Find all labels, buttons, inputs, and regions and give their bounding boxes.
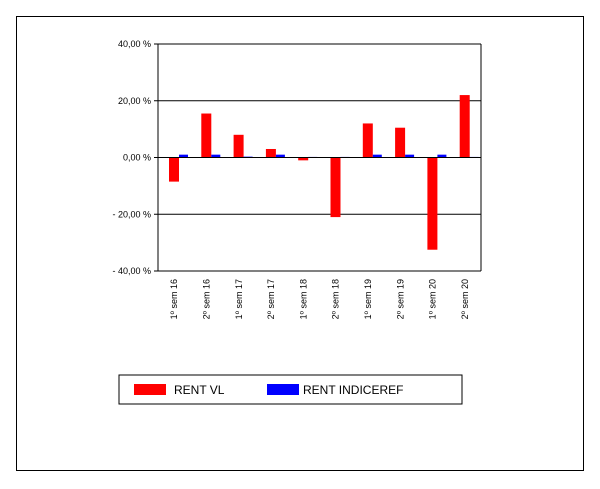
bars — [169, 95, 479, 250]
x-tick-label: 1º sem 16 — [169, 279, 179, 319]
x-tick-label: 2º sem 17 — [266, 279, 276, 319]
x-tick-label: 1º sem 20 — [428, 279, 438, 319]
legend-swatch — [267, 384, 299, 395]
bar-rent-indiceref — [275, 154, 285, 158]
y-tick-label: - 20,00 % — [112, 209, 151, 219]
legend-swatch — [134, 384, 166, 395]
x-tick-label: 1º sem 18 — [298, 279, 308, 319]
y-tick-label: 0,00 % — [123, 153, 151, 163]
legend: RENT VL RENT INDICEREF — [118, 374, 463, 405]
bar-rent-vl — [201, 113, 212, 158]
x-tick-label: 1º sem 17 — [234, 279, 244, 319]
bar-rent-vl — [265, 148, 276, 158]
bar-rent-indiceref — [211, 154, 221, 158]
x-tick-label: 2º sem 19 — [395, 279, 405, 319]
y-axis-ticks: 40,00 % 20,00 % 0,00 % - 20,00 % - 40,00 % — [112, 39, 158, 276]
bar-rent-vl — [459, 95, 470, 158]
bar-rent-vl — [169, 157, 179, 182]
y-tick-label: - 40,00 % — [112, 266, 151, 276]
bar-rent-vl — [330, 157, 341, 218]
bar-chart: 40,00 % 20,00 % 0,00 % - 20,00 % - 40,00 % 1… — [112, 39, 482, 405]
legend-label: RENT INDICEREF — [303, 383, 403, 397]
x-tick-label: 2º sem 16 — [201, 279, 211, 319]
bar-rent-vl — [427, 157, 438, 250]
bar-rent-indiceref — [437, 154, 447, 158]
bar-rent-vl — [362, 123, 373, 158]
bar-rent-indiceref — [179, 154, 188, 158]
x-tick-label: 1º sem 19 — [363, 279, 373, 319]
bar-rent-indiceref — [405, 154, 415, 158]
x-axis-labels: 1º sem 16 2º sem 16 1º sem 17 2º sem 17 1º s… — [169, 279, 470, 319]
axes — [157, 44, 482, 271]
x-tick-label: 2º sem 18 — [331, 279, 341, 319]
y-tick-label: 20,00 % — [118, 96, 151, 106]
y-tick-label: 40,00 % — [118, 39, 151, 49]
bar-rent-vl — [395, 127, 406, 158]
bar-rent-indiceref — [372, 154, 382, 158]
bar-rent-vl — [298, 157, 309, 161]
chart-frame: 40,00 % 20,00 % 0,00 % - 20,00 % - 40,00 % 1… — [16, 16, 584, 471]
legend-label: RENT VL — [174, 383, 225, 397]
x-tick-label: 2º sem 20 — [460, 279, 470, 319]
bar-rent-vl — [233, 134, 244, 158]
